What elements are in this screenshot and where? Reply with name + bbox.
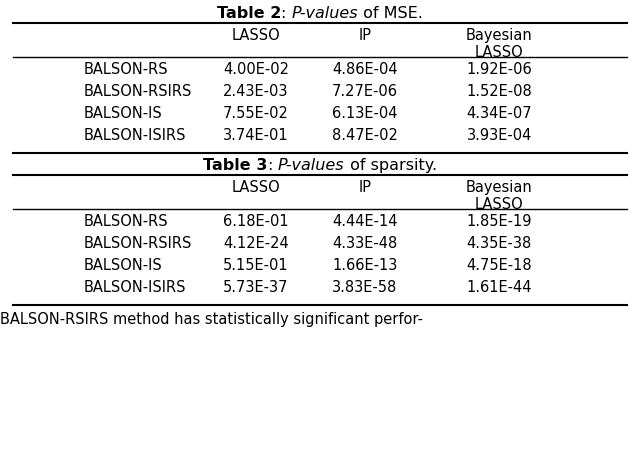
Text: 4.75E-18: 4.75E-18: [467, 258, 532, 273]
Text: BALSON-RSIRS: BALSON-RSIRS: [83, 84, 191, 99]
Text: 1.61E-44: 1.61E-44: [467, 279, 532, 294]
Text: 4.86E-04: 4.86E-04: [332, 62, 397, 77]
Text: 4.44E-14: 4.44E-14: [332, 213, 397, 228]
Text: 3.83E-58: 3.83E-58: [332, 279, 397, 294]
Text: 7.27E-06: 7.27E-06: [332, 84, 398, 99]
Text: Bayesian
LASSO: Bayesian LASSO: [466, 28, 532, 60]
Text: BALSON-IS: BALSON-IS: [83, 258, 162, 273]
Text: Bayesian
LASSO: Bayesian LASSO: [466, 180, 532, 212]
Text: P-values: P-values: [278, 157, 345, 172]
Text: BALSON-ISIRS: BALSON-ISIRS: [83, 128, 186, 143]
Text: 7.55E-02: 7.55E-02: [223, 106, 289, 121]
Text: BALSON-RS: BALSON-RS: [83, 213, 168, 228]
Text: 1.66E-13: 1.66E-13: [332, 258, 397, 273]
Text: 1.52E-08: 1.52E-08: [467, 84, 532, 99]
Text: P-values: P-values: [292, 6, 358, 21]
Text: 3.74E-01: 3.74E-01: [223, 128, 289, 143]
Text: BALSON-RSIRS: BALSON-RSIRS: [83, 236, 191, 250]
Text: 4.35E-38: 4.35E-38: [467, 236, 532, 250]
Text: 1.92E-06: 1.92E-06: [467, 62, 532, 77]
Text: :: :: [268, 157, 278, 172]
Text: IP: IP: [358, 28, 371, 43]
Text: of sparsity.: of sparsity.: [345, 157, 437, 172]
Text: BALSON-ISIRS: BALSON-ISIRS: [83, 279, 186, 294]
Text: 2.43E-03: 2.43E-03: [223, 84, 289, 99]
Text: 1.85E-19: 1.85E-19: [467, 213, 532, 228]
Text: 4.00E-02: 4.00E-02: [223, 62, 289, 77]
Text: 4.12E-24: 4.12E-24: [223, 236, 289, 250]
Text: 5.15E-01: 5.15E-01: [223, 258, 289, 273]
Text: 6.18E-01: 6.18E-01: [223, 213, 289, 228]
Text: :: :: [281, 6, 292, 21]
Text: LASSO: LASSO: [232, 28, 280, 43]
Text: 4.33E-48: 4.33E-48: [332, 236, 397, 250]
Text: BALSON-RSIRS method has statistically significant perfor-: BALSON-RSIRS method has statistically si…: [0, 311, 423, 326]
Text: Table 3: Table 3: [203, 157, 268, 172]
Text: 8.47E-02: 8.47E-02: [332, 128, 397, 143]
Text: LASSO: LASSO: [232, 180, 280, 195]
Text: of MSE.: of MSE.: [358, 6, 423, 21]
Text: 6.13E-04: 6.13E-04: [332, 106, 397, 121]
Text: 4.34E-07: 4.34E-07: [467, 106, 532, 121]
Text: 5.73E-37: 5.73E-37: [223, 279, 289, 294]
Text: 3.93E-04: 3.93E-04: [467, 128, 532, 143]
Text: BALSON-RS: BALSON-RS: [83, 62, 168, 77]
Text: Table 2: Table 2: [217, 6, 281, 21]
Text: IP: IP: [358, 180, 371, 195]
Text: BALSON-IS: BALSON-IS: [83, 106, 162, 121]
